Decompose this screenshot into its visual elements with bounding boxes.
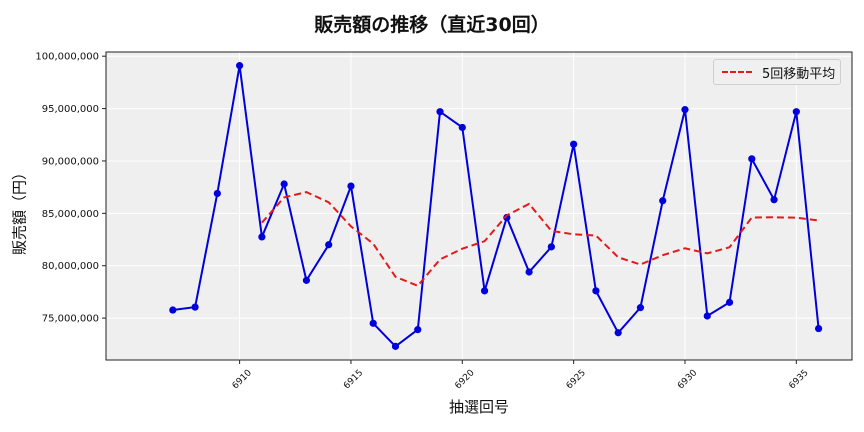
data-point-marker [169, 306, 177, 314]
chart-title: 販売額の推移（直近30回） [314, 14, 550, 36]
data-point-marker [681, 106, 689, 114]
x-tick-label: 6935 [787, 368, 810, 391]
data-point-marker [592, 287, 600, 295]
data-point-marker [725, 298, 734, 306]
data-point-marker [458, 123, 466, 132]
x-tick-label: 6920 [453, 368, 476, 391]
legend-label-moving-average: 5回移動平均 [762, 66, 836, 82]
plot-area [106, 52, 852, 360]
data-point-marker [213, 189, 221, 198]
data-point-marker [347, 182, 355, 190]
data-point-marker [636, 304, 645, 312]
y-tick-label: 100,000,000 [35, 52, 99, 63]
data-point-marker [570, 140, 578, 148]
data-point-marker [414, 326, 422, 334]
data-point-marker [547, 243, 555, 251]
data-point-marker [814, 324, 823, 333]
data-point-marker [280, 180, 288, 188]
data-point-marker [236, 62, 244, 70]
data-point-marker [659, 197, 667, 205]
x-axis-label: 抽選回号 [448, 398, 509, 416]
moving-average-line [261, 191, 819, 287]
data-point-marker [302, 276, 311, 284]
y-tick-label: 75,000,000 [42, 314, 99, 325]
x-axis-ticks: 6910 6915 6920 6925 6930 6935 [231, 360, 811, 391]
y-tick-label: 95,000,000 [42, 104, 99, 115]
data-point-marker [325, 241, 333, 249]
legend: 5回移動平均 [713, 59, 841, 85]
data-point-marker [503, 213, 511, 222]
y-tick-label: 90,000,000 [42, 156, 99, 167]
data-point-marker [436, 108, 444, 116]
sales-line [172, 65, 820, 348]
data-point-marker [369, 319, 377, 327]
x-tick-label: 6925 [565, 368, 588, 391]
y-axis-label: 販売額（円） [10, 164, 29, 256]
data-point-marker [391, 342, 400, 350]
data-point-marker [770, 196, 778, 204]
y-tick-label: 80,000,000 [42, 261, 99, 272]
data-point-marker [703, 312, 711, 320]
x-tick-label: 6915 [342, 368, 365, 391]
data-point-marker [191, 303, 199, 311]
y-axis-label-container: 販売額（円） [4, 130, 34, 290]
data-point-marker [525, 268, 533, 276]
plot-frame [105, 51, 853, 361]
grid-lines [106, 52, 852, 360]
dashed-line-swatch-icon [722, 71, 752, 73]
data-point-marker [792, 108, 800, 116]
data-series [169, 62, 823, 350]
y-tick-label: 85,000,000 [42, 209, 99, 220]
data-point-marker [614, 329, 622, 337]
data-point-marker [258, 233, 266, 241]
data-point-marker [748, 155, 756, 163]
x-tick-label: 6910 [231, 368, 254, 391]
data-point-marker [480, 287, 489, 295]
y-axis-ticks: 75,000,000 80,000,000 85,000,000 90,000,000… [35, 52, 106, 325]
x-tick-label: 6930 [676, 368, 699, 391]
